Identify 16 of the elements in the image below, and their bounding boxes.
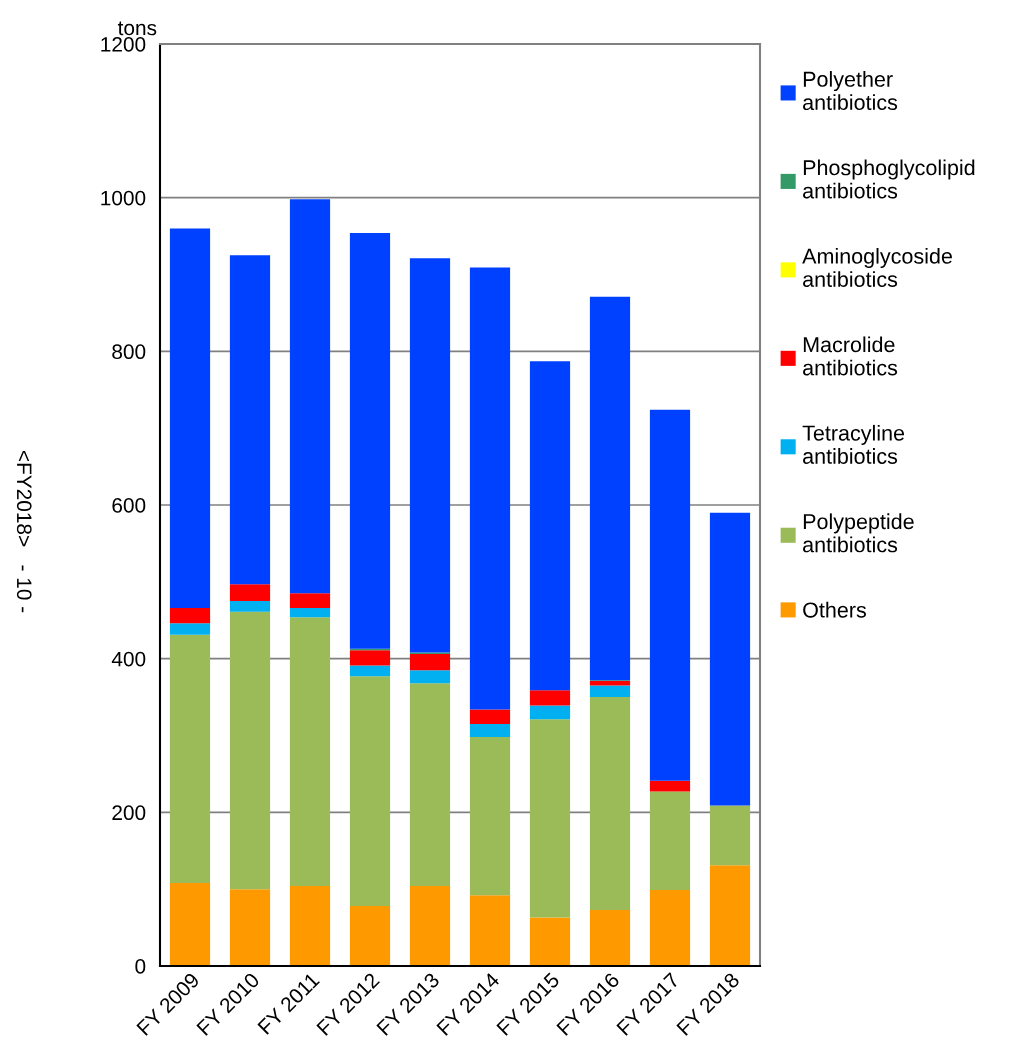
legend-label: Macrolide antibiotics — [803, 336, 898, 376]
y-tick-label: 600 — [112, 498, 146, 513]
y-axis-title: tons — [117, 21, 157, 36]
y-tick-label: 1000 — [101, 190, 146, 206]
legend-label: Polyether antibiotics — [803, 71, 898, 111]
y-tick-label: 400 — [111, 651, 146, 667]
text: <FY2018> - 10 - — [16, 450, 32, 613]
legend-label: Aminoglycoside antibiotics — [802, 247, 952, 287]
y-tick-label: 0 — [135, 959, 146, 974]
legend-label: Others — [803, 601, 866, 618]
y-tick-label: 1200 — [101, 37, 146, 52]
legend-label: Tetracyline antibiotics — [802, 424, 905, 464]
y-tick-label: 200 — [112, 805, 146, 821]
y-tick-label: 800 — [112, 344, 146, 360]
legend-label: Polypeptide antibiotics — [803, 513, 914, 553]
legend-label: Phosphoglycolipid antibiotics — [803, 159, 975, 199]
